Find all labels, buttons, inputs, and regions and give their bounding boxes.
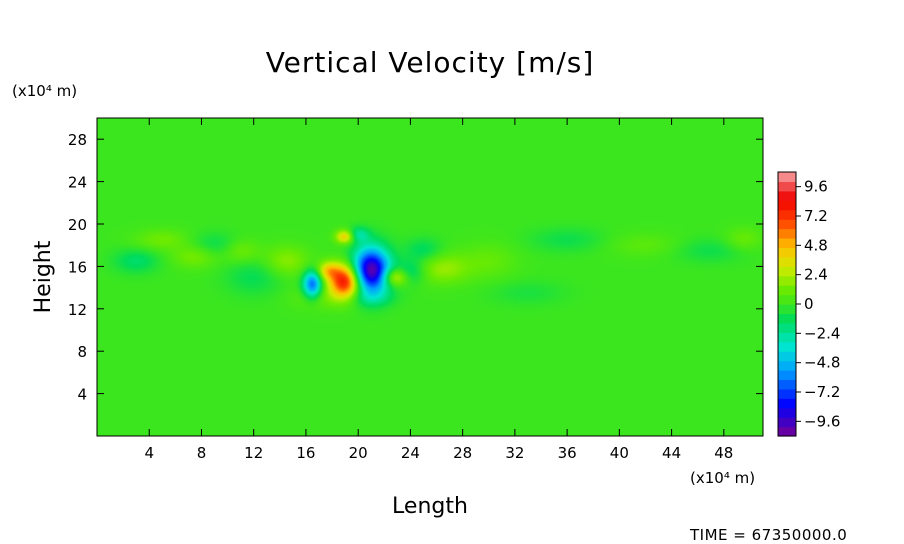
- colorbar-band: [778, 388, 796, 399]
- colorbar-band: [778, 426, 796, 437]
- x-axis-ticks: 4 8 12 16 20 24 28 32 36 40 44 48: [144, 118, 733, 462]
- x-tick-label: 20: [349, 444, 368, 462]
- colorbar-band: [778, 190, 796, 201]
- colorbar-band: [778, 322, 796, 333]
- chart-title: Vertical Velocity [m/s]: [266, 46, 595, 79]
- y-axis-unit: (x10⁴ m): [12, 82, 77, 100]
- x-tick-label: 36: [558, 444, 577, 462]
- y-tick-label: 24: [68, 174, 87, 192]
- colorbar-band: [778, 313, 796, 324]
- colorbar-tick-label: 4.8: [804, 236, 828, 254]
- x-tick-label: 48: [714, 444, 733, 462]
- colorbar-band: [778, 351, 796, 362]
- plot-frame: [96, 117, 764, 437]
- x-tick-label: 28: [453, 444, 472, 462]
- colorbar-tick-label: 0: [804, 295, 814, 313]
- x-tick-label: 16: [296, 444, 315, 462]
- colorbar-band: [778, 247, 796, 258]
- y-tick-label: 12: [68, 301, 87, 319]
- colorbar-tick-label: 7.2: [804, 207, 828, 225]
- x-tick-label: 40: [610, 444, 629, 462]
- colorbar-tick-label: −9.6: [804, 412, 840, 430]
- colorbar-band: [778, 285, 796, 296]
- y-axis-title: Height: [31, 240, 56, 313]
- colorbar-band: [778, 370, 796, 381]
- colorbar: 9.6 7.2 4.8 2.4 0 −2.4 −4.8 −7.2 −9.6: [777, 171, 840, 437]
- x-tick-label: 4: [144, 444, 154, 462]
- colorbar-band: [778, 360, 796, 371]
- y-tick-label: 16: [68, 258, 87, 276]
- x-axis-unit: (x10⁴ m): [690, 469, 755, 487]
- colorbar-tick-label: −2.4: [804, 324, 840, 342]
- heatmap-field: [97, 118, 763, 436]
- x-axis-title: Length: [392, 494, 468, 519]
- colorbar-band: [778, 238, 796, 249]
- colorbar-band: [778, 172, 796, 183]
- colorbar-band: [778, 228, 796, 239]
- colorbar-band: [778, 304, 796, 315]
- x-tick-label: 12: [244, 444, 263, 462]
- y-tick-label: 28: [68, 131, 87, 149]
- colorbar-tick-label: 2.4: [804, 266, 828, 284]
- heatmap-area: [96, 117, 764, 437]
- x-tick-label: 32: [505, 444, 524, 462]
- colorbar-band: [778, 341, 796, 352]
- x-tick-label: 8: [197, 444, 207, 462]
- colorbar-band: [778, 417, 796, 428]
- colorbar-tick-label: −4.8: [804, 354, 840, 372]
- y-tick-label: 8: [77, 343, 87, 361]
- colorbar-band: [778, 209, 796, 220]
- colorbar-tick-label: 9.6: [804, 178, 828, 196]
- y-axis-ticks: 4 8 12 16 20 24 28: [68, 131, 763, 404]
- y-tick-label: 20: [68, 216, 87, 234]
- colorbar-ticks: 9.6 7.2 4.8 2.4 0 −2.4 −4.8 −7.2 −9.6: [796, 178, 840, 430]
- colorbar-band: [778, 275, 796, 286]
- colorbar-tick-label: −7.2: [804, 383, 840, 401]
- colorbar-band: [778, 219, 796, 230]
- colorbar-band: [778, 200, 796, 211]
- colorbar-band: [778, 398, 796, 409]
- colorbar-band: [778, 294, 796, 305]
- x-tick-label: 24: [401, 444, 420, 462]
- colorbar-band: [778, 181, 796, 192]
- colorbar-band: [778, 379, 796, 390]
- colorbar-band: [778, 266, 796, 277]
- colorbar-band: [778, 407, 796, 418]
- time-label: TIME = 67350000.0: [689, 526, 847, 544]
- y-tick-label: 4: [77, 386, 87, 404]
- x-tick-label: 44: [662, 444, 681, 462]
- colorbar-bands: [778, 172, 796, 437]
- colorbar-band: [778, 332, 796, 343]
- colorbar-band: [778, 256, 796, 267]
